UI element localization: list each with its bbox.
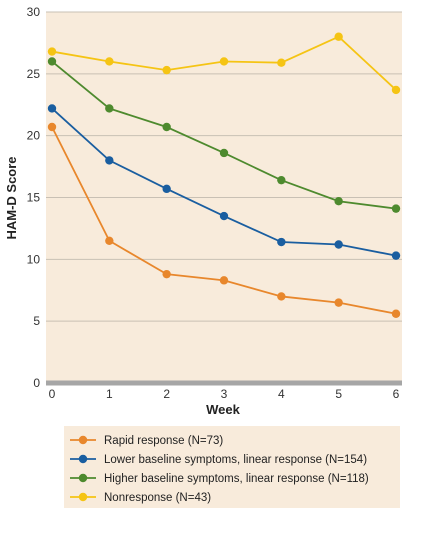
legend-marker bbox=[78, 492, 88, 502]
series-0 bbox=[47, 122, 401, 318]
legend-marker bbox=[78, 473, 88, 483]
data-point bbox=[277, 237, 286, 247]
legend: Rapid response (N=73) Lower baseline symp… bbox=[70, 435, 369, 504]
data-point bbox=[391, 309, 401, 318]
data-point bbox=[277, 175, 286, 185]
data-point bbox=[219, 148, 229, 158]
series-2 bbox=[47, 57, 401, 213]
series-1 bbox=[47, 104, 401, 260]
data-point bbox=[391, 204, 401, 213]
data-point bbox=[105, 57, 114, 66]
data-point bbox=[162, 65, 171, 75]
data-point bbox=[277, 292, 286, 301]
y-tick-label: 20 bbox=[27, 129, 41, 143]
data-point bbox=[334, 32, 343, 41]
y-tick-label: 30 bbox=[27, 5, 41, 19]
data-point bbox=[162, 122, 171, 132]
data-point bbox=[162, 269, 171, 279]
data-point bbox=[105, 156, 114, 165]
y-tick-label: 0 bbox=[33, 376, 40, 390]
x-tick-label: 6 bbox=[393, 387, 400, 401]
legend-label: Lower baseline symptoms, linear response… bbox=[104, 454, 367, 466]
data-point bbox=[334, 197, 343, 206]
legend-item: Rapid response (N=73) bbox=[70, 435, 223, 447]
data-point bbox=[47, 57, 57, 66]
legend-item: Higher baseline symptoms, linear respons… bbox=[70, 473, 369, 485]
legend-marker bbox=[78, 435, 88, 445]
axis-ticks: 0 5 10 15 20 25 30 0 1 2 3 4 5 6 bbox=[27, 5, 400, 401]
legend-marker bbox=[78, 454, 88, 464]
x-tick-label: 2 bbox=[163, 387, 170, 401]
x-tick-label: 1 bbox=[106, 387, 113, 401]
y-tick-label: 10 bbox=[27, 252, 41, 266]
data-point bbox=[47, 122, 57, 132]
data-point bbox=[219, 211, 229, 221]
series-3 bbox=[47, 32, 401, 95]
data-point bbox=[105, 236, 114, 245]
y-tick-label: 25 bbox=[27, 67, 41, 81]
legend-label: Nonresponse (N=43) bbox=[104, 492, 211, 504]
legend-label: Rapid response (N=73) bbox=[104, 435, 223, 447]
data-point bbox=[334, 240, 343, 249]
data-point bbox=[219, 276, 229, 285]
data-point bbox=[277, 58, 286, 67]
y-tick-label: 5 bbox=[33, 314, 40, 328]
series-group bbox=[47, 32, 401, 318]
data-point bbox=[47, 47, 57, 56]
y-axis-title: HAM-D Score bbox=[4, 156, 19, 239]
x-tick-label: 5 bbox=[335, 387, 342, 401]
data-point bbox=[391, 85, 401, 95]
legend-box bbox=[64, 426, 400, 508]
data-point bbox=[334, 298, 343, 307]
legend-label: Higher baseline symptoms, linear respons… bbox=[104, 473, 369, 485]
data-point bbox=[162, 184, 171, 194]
legend-item: Nonresponse (N=43) bbox=[70, 492, 211, 504]
x-axis-title: Week bbox=[206, 402, 240, 417]
gridlines bbox=[46, 11, 402, 322]
data-point bbox=[391, 251, 401, 260]
data-point bbox=[47, 104, 57, 113]
legend-item: Lower baseline symptoms, linear response… bbox=[70, 454, 367, 466]
data-point bbox=[105, 104, 114, 113]
x-tick-label: 4 bbox=[278, 387, 285, 401]
y-tick-label: 15 bbox=[27, 191, 41, 205]
x-tick-label: 0 bbox=[49, 387, 56, 401]
x-tick-label: 3 bbox=[221, 387, 228, 401]
data-point bbox=[219, 57, 229, 66]
